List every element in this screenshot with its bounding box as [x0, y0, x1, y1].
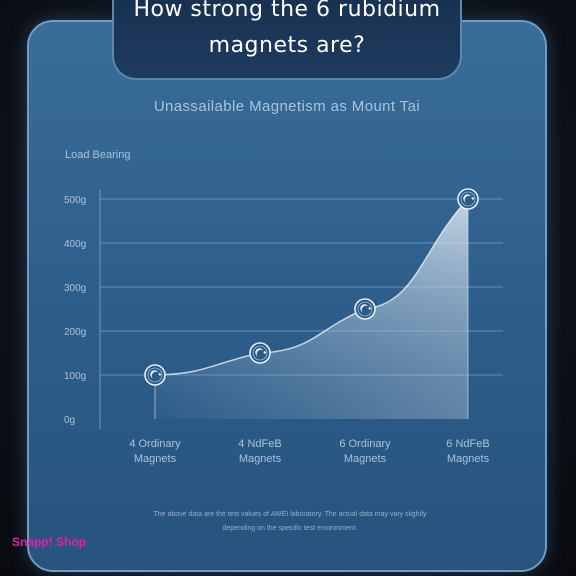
data-point-magnet-icon: [457, 188, 479, 210]
y-tick-label: 400g: [64, 239, 86, 250]
y-tick-label: 100g: [64, 371, 86, 382]
x-category-label: Magnets: [344, 453, 387, 465]
page-title: How strong the 6 rubidium magnets are?: [112, 0, 462, 64]
x-category-label: 6 Ordinary: [339, 438, 391, 450]
footnote-line-1: The above data are the test values of AW…: [153, 511, 427, 518]
page-title-line-2: magnets are?: [208, 33, 366, 58]
x-category-label: Magnets: [134, 453, 177, 465]
y-axis-label: Load Bearing: [65, 149, 131, 161]
series-area-highlight: [155, 199, 468, 419]
data-point-magnet-icon: [249, 342, 271, 364]
x-category-label: Magnets: [239, 453, 282, 465]
data-point-magnet-icon: [354, 298, 376, 320]
y-tick-label: 500g: [64, 195, 86, 206]
y-tick-label: 300g: [64, 283, 86, 294]
x-category-label: 4 Ordinary: [129, 438, 181, 450]
shop-watermark: Snapp! Shop: [12, 535, 86, 549]
page-title-line-1: How strong the 6 rubidium: [133, 0, 441, 22]
chart-subtitle: Unassailable Magnetism as Mount Tai: [153, 98, 421, 115]
y-tick-label: 0g: [64, 415, 75, 426]
title-banner: [112, 0, 462, 80]
y-tick-label: 200g: [64, 327, 86, 338]
series-line: [154, 198, 469, 376]
footnote-line-2: depending on the specific test environme…: [222, 525, 358, 532]
x-category-label: 4 NdFeB: [238, 438, 281, 450]
data-point-magnet-icon: [144, 364, 166, 386]
x-category-label: Magnets: [447, 453, 490, 465]
x-category-label: 6 NdFeB: [446, 438, 489, 450]
